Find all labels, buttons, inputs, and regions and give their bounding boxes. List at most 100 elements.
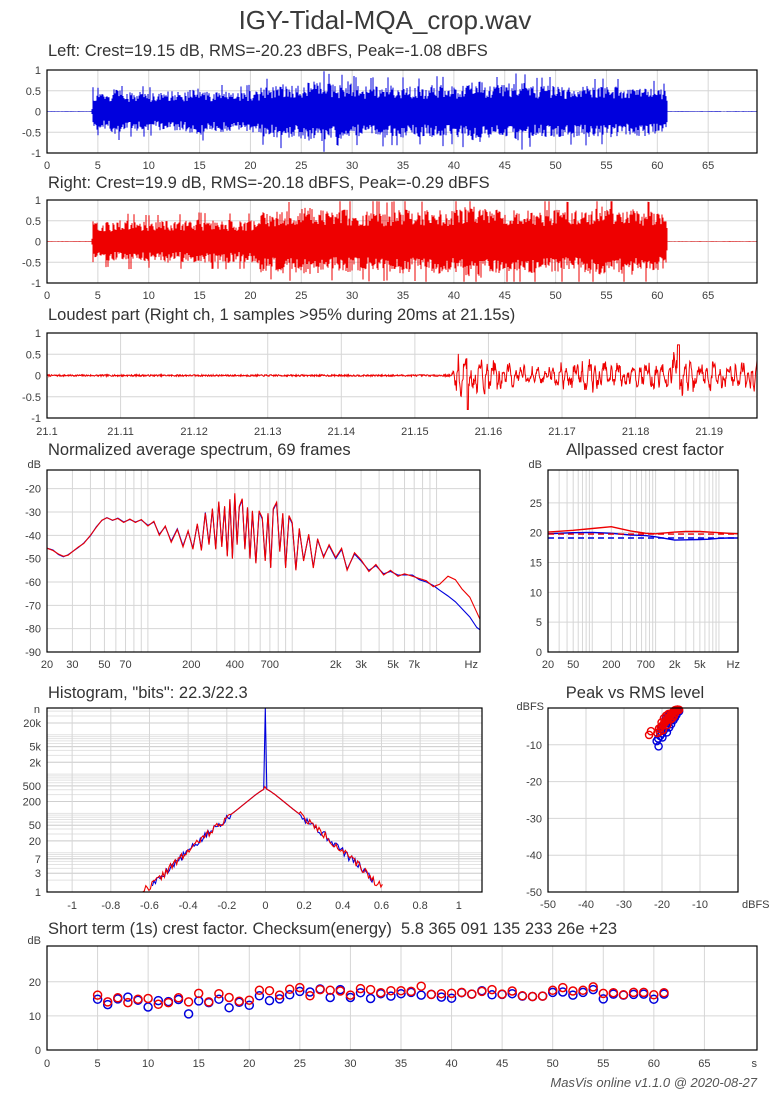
svg-text:1: 1 [35, 195, 41, 207]
svg-text:5: 5 [95, 1058, 101, 1070]
svg-text:21.17: 21.17 [548, 426, 576, 438]
svg-text:0: 0 [44, 1058, 50, 1070]
svg-text:21.15: 21.15 [401, 426, 429, 438]
svg-text:5k: 5k [29, 742, 41, 754]
svg-text:5k: 5k [387, 659, 399, 671]
svg-text:1: 1 [456, 900, 462, 912]
svg-text:-0.6: -0.6 [140, 900, 159, 912]
svg-text:25: 25 [530, 498, 542, 510]
svg-text:21.1: 21.1 [36, 426, 57, 438]
svg-text:30: 30 [66, 659, 78, 671]
svg-text:20k: 20k [23, 718, 41, 730]
left-wave-header: Left: Crest=19.15 dB, RMS=-20.23 dBFS, P… [48, 42, 488, 60]
svg-text:40: 40 [448, 290, 460, 302]
svg-text:0: 0 [35, 107, 41, 119]
allpass-crest-chart: 20 50 200 700 2k 5k Hz 0 5 10 15 20 25 dB [529, 459, 740, 671]
svg-text:dBFS: dBFS [742, 899, 770, 911]
svg-text:20: 20 [244, 160, 256, 172]
svg-text:30: 30 [344, 1058, 356, 1070]
svg-text:15: 15 [530, 557, 542, 569]
svg-text:30: 30 [346, 160, 358, 172]
loudest-part-header: Loudest part (Right ch, 1 samples >95% d… [48, 306, 516, 324]
svg-text:5: 5 [536, 617, 542, 629]
svg-text:5: 5 [95, 160, 101, 172]
svg-text:40: 40 [445, 1058, 457, 1070]
svg-text:65: 65 [702, 290, 714, 302]
svg-text:-40: -40 [578, 899, 594, 911]
svg-text:21.14: 21.14 [328, 426, 356, 438]
svg-text:35: 35 [397, 290, 409, 302]
svg-text:0.8: 0.8 [412, 900, 427, 912]
svg-text:Hz: Hz [465, 659, 478, 671]
svg-text:60: 60 [648, 1058, 660, 1070]
svg-text:65: 65 [702, 160, 714, 172]
loudest-part-chart: 21.1 21.11 21.12 21.13 21.14 21.15 21.16 21.17 2… [22, 328, 758, 438]
svg-text:0: 0 [536, 647, 542, 659]
svg-text:2k: 2k [330, 659, 342, 671]
svg-text:0.5: 0.5 [26, 349, 41, 361]
histogram-chart: -1 -0.8 -0.6 -0.4 -0.2 0 0.2 0.4 0.6 0.8 1 20k 5k 2k 5… [23, 704, 483, 912]
svg-text:1: 1 [35, 65, 41, 77]
svg-text:20: 20 [244, 290, 256, 302]
svg-text:0: 0 [262, 900, 268, 912]
svg-text:55: 55 [600, 290, 612, 302]
svg-text:45: 45 [499, 160, 511, 172]
svg-text:50: 50 [549, 160, 561, 172]
svg-text:21.11: 21.11 [107, 426, 134, 438]
svg-text:-50: -50 [526, 887, 542, 899]
allpass-header: Allpassed crest factor [566, 441, 724, 459]
svg-text:1: 1 [35, 887, 41, 899]
svg-text:0: 0 [44, 290, 50, 302]
left-waveform-chart: 0 5 10 15 20 25 30 35 40 45 50 55 60 65 1 0.5 0 -0.5 -1 [22, 65, 758, 172]
svg-text:20: 20 [29, 977, 41, 989]
svg-text:-20: -20 [25, 484, 41, 496]
svg-text:21.13: 21.13 [254, 426, 282, 438]
svg-text:50: 50 [98, 659, 110, 671]
svg-text:21.12: 21.12 [180, 426, 208, 438]
svg-text:15: 15 [193, 290, 205, 302]
svg-text:50: 50 [547, 1058, 559, 1070]
svg-text:0.5: 0.5 [26, 216, 41, 228]
svg-text:-1: -1 [31, 413, 41, 425]
svg-text:10: 10 [530, 587, 542, 599]
svg-text:-80: -80 [25, 624, 41, 636]
svg-text:20: 20 [530, 528, 542, 540]
svg-text:5: 5 [95, 290, 101, 302]
svg-text:2k: 2k [669, 659, 681, 671]
right-waveform-chart: 0 5 10 15 20 25 30 35 40 45 50 55 60 65 1 0.5 0 -0.5 -1 [22, 195, 758, 302]
svg-text:-20: -20 [526, 777, 542, 789]
svg-text:5k: 5k [694, 659, 706, 671]
svg-text:-60: -60 [25, 577, 41, 589]
svg-text:-90: -90 [25, 647, 41, 659]
svg-text:dBFS: dBFS [516, 701, 544, 713]
svg-text:45: 45 [496, 1058, 508, 1070]
short-term-header: Short term (1s) crest factor. Checksum(e… [48, 920, 618, 938]
spectrum-chart: 20 30 50 70 200 400 700 2k 3k 5k 7k Hz -20 -30 -40 -50 -… [25, 459, 481, 671]
svg-text:30: 30 [346, 290, 358, 302]
svg-text:35: 35 [397, 160, 409, 172]
svg-text:20: 20 [41, 659, 53, 671]
svg-text:Hz: Hz [727, 659, 740, 671]
svg-text:35: 35 [395, 1058, 407, 1070]
svg-text:-0.2: -0.2 [217, 900, 236, 912]
histogram-header: Histogram, "bits": 22.3/22.3 [48, 684, 248, 702]
svg-text:-0.5: -0.5 [22, 392, 41, 404]
svg-text:3k: 3k [355, 659, 367, 671]
footer-credit: MasVis online v1.1.0 @ 2020-08-27 [550, 1075, 757, 1090]
svg-text:20: 20 [542, 659, 554, 671]
svg-text:-50: -50 [25, 554, 41, 566]
svg-text:0: 0 [35, 237, 41, 249]
svg-text:0.4: 0.4 [335, 900, 350, 912]
svg-text:60: 60 [651, 160, 663, 172]
svg-text:n: n [34, 704, 40, 716]
svg-text:50: 50 [567, 659, 579, 671]
svg-text:55: 55 [597, 1058, 609, 1070]
svg-text:-30: -30 [25, 507, 41, 519]
svg-text:45: 45 [499, 290, 511, 302]
svg-text:3: 3 [35, 868, 41, 880]
svg-text:-30: -30 [526, 813, 542, 825]
svg-text:25: 25 [294, 1058, 306, 1070]
svg-text:15: 15 [193, 160, 205, 172]
svg-text:21.19: 21.19 [695, 426, 723, 438]
svg-text:0.2: 0.2 [296, 900, 311, 912]
